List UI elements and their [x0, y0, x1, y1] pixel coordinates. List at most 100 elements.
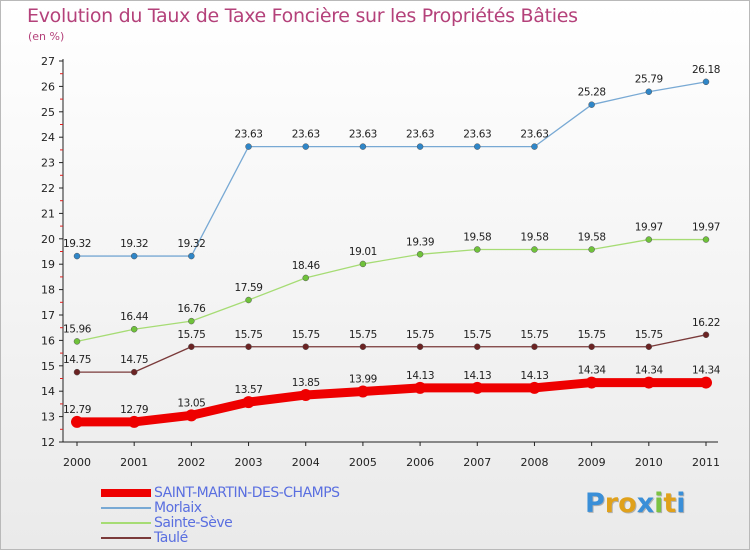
data-point [645, 236, 653, 243]
series-line [77, 378, 706, 427]
data-label: 15.75 [406, 329, 434, 341]
y-tick-label: 16 [41, 334, 55, 347]
y-tick-label: 20 [41, 233, 55, 246]
logo-letter: x [636, 488, 655, 519]
data-point [128, 415, 141, 428]
data-label: 23.63 [292, 129, 320, 141]
legend-item: SAINT-MARTIN-DES-CHAMPS [101, 485, 401, 501]
data-point [245, 343, 252, 350]
legend-label: SAINT-MARTIN-DES-CHAMPS [154, 485, 340, 501]
data-point [474, 343, 481, 350]
data-label: 19.39 [406, 236, 434, 248]
data-label: 15.75 [463, 329, 491, 341]
y-tick-label: 26 [41, 80, 55, 93]
legend-swatch [101, 522, 151, 524]
data-point [242, 396, 255, 409]
data-label: 15.75 [520, 329, 548, 341]
y-tick-label: 27 [41, 55, 55, 68]
data-point [531, 143, 538, 150]
data-point [73, 252, 81, 260]
y-tick-label: 21 [41, 207, 55, 220]
data-point [471, 381, 484, 394]
data-label: 19.32 [177, 238, 205, 250]
data-point [416, 251, 424, 258]
data-point [702, 236, 710, 243]
legend-label: Sainte-Sève [154, 515, 233, 531]
data-point [528, 381, 541, 394]
data-point [531, 343, 538, 350]
x-tick-label: 2008 [520, 456, 548, 469]
data-label: 15.75 [235, 329, 263, 341]
chart-title: Evolution du Taux de Taxe Foncière sur l… [27, 5, 578, 27]
data-label: 23.63 [349, 129, 377, 141]
data-point [585, 376, 598, 389]
data-label: 26.18 [692, 64, 720, 76]
y-tick-label: 25 [41, 106, 55, 119]
data-label: 13.85 [292, 377, 320, 389]
y-tick-label: 24 [41, 131, 55, 144]
data-label: 13.99 [349, 373, 377, 385]
data-point [245, 296, 252, 304]
data-label: 19.58 [463, 231, 491, 243]
logo-letter: r [604, 488, 619, 519]
data-label: 19.32 [63, 238, 91, 250]
data-point [588, 101, 595, 108]
y-tick-label: 18 [41, 284, 55, 297]
data-label: 23.63 [520, 129, 548, 141]
data-label: 14.13 [406, 370, 434, 382]
data-point [188, 317, 195, 325]
data-label: 17.59 [235, 282, 263, 294]
data-label: 14.34 [578, 365, 607, 377]
data-point [359, 143, 367, 150]
data-label: 25.79 [635, 74, 663, 86]
data-label: 12.79 [63, 404, 91, 416]
data-point [185, 409, 198, 422]
data-label: 14.13 [463, 370, 491, 382]
data-point [700, 376, 712, 389]
x-tick-label: 2001 [120, 456, 148, 469]
data-label: 25.28 [578, 87, 606, 99]
x-tick-label: 2006 [406, 456, 434, 469]
y-tick-label: 19 [41, 258, 55, 271]
series-line [76, 238, 706, 343]
data-point [359, 260, 367, 268]
proxiti-logo: Proxiti [585, 488, 686, 519]
x-tick-label: 2007 [463, 456, 491, 469]
data-label: 19.01 [349, 246, 377, 258]
x-tick-label: 2010 [635, 456, 663, 469]
x-tick-label: 2011 [692, 456, 720, 469]
logo-letter: o [618, 488, 637, 519]
data-label: 19.97 [692, 222, 720, 234]
data-label: 19.58 [578, 231, 606, 243]
data-point [71, 415, 83, 428]
data-point [416, 343, 424, 350]
y-tick-label: 17 [41, 309, 55, 322]
y-tick-label: 23 [41, 157, 55, 170]
data-point [531, 246, 538, 253]
data-point [474, 246, 481, 253]
legend-label: Morlaix [154, 500, 202, 516]
data-point [356, 385, 369, 398]
x-tick-label: 2004 [292, 456, 320, 469]
data-point [474, 143, 481, 150]
data-label: 15.75 [578, 329, 606, 341]
series-morlaix [73, 78, 710, 260]
data-point [299, 389, 312, 402]
data-label: 12.79 [120, 404, 148, 416]
data-point [302, 274, 309, 282]
data-point [302, 143, 309, 150]
series-taul- [73, 331, 710, 376]
x-tick-label: 2005 [349, 456, 377, 469]
axes: 12 13 14 15 16 17 18 19 20 21 22 23 24 25 26 27 2000 2001… [41, 55, 720, 469]
data-label-layer: 12.79 12.79 13.05 13.57 13.85 13.99 14.13 14.13… [63, 64, 721, 416]
data-point [645, 343, 653, 350]
data-label: 14.34 [635, 365, 664, 377]
legend-item: Taulé [101, 530, 401, 546]
series-line [77, 81, 707, 257]
data-label: 19.97 [635, 222, 663, 234]
legend-item: Sainte-Sève [101, 515, 401, 531]
data-label: 18.46 [292, 260, 321, 272]
x-tick-label: 2003 [235, 456, 263, 469]
data-point [73, 368, 81, 376]
